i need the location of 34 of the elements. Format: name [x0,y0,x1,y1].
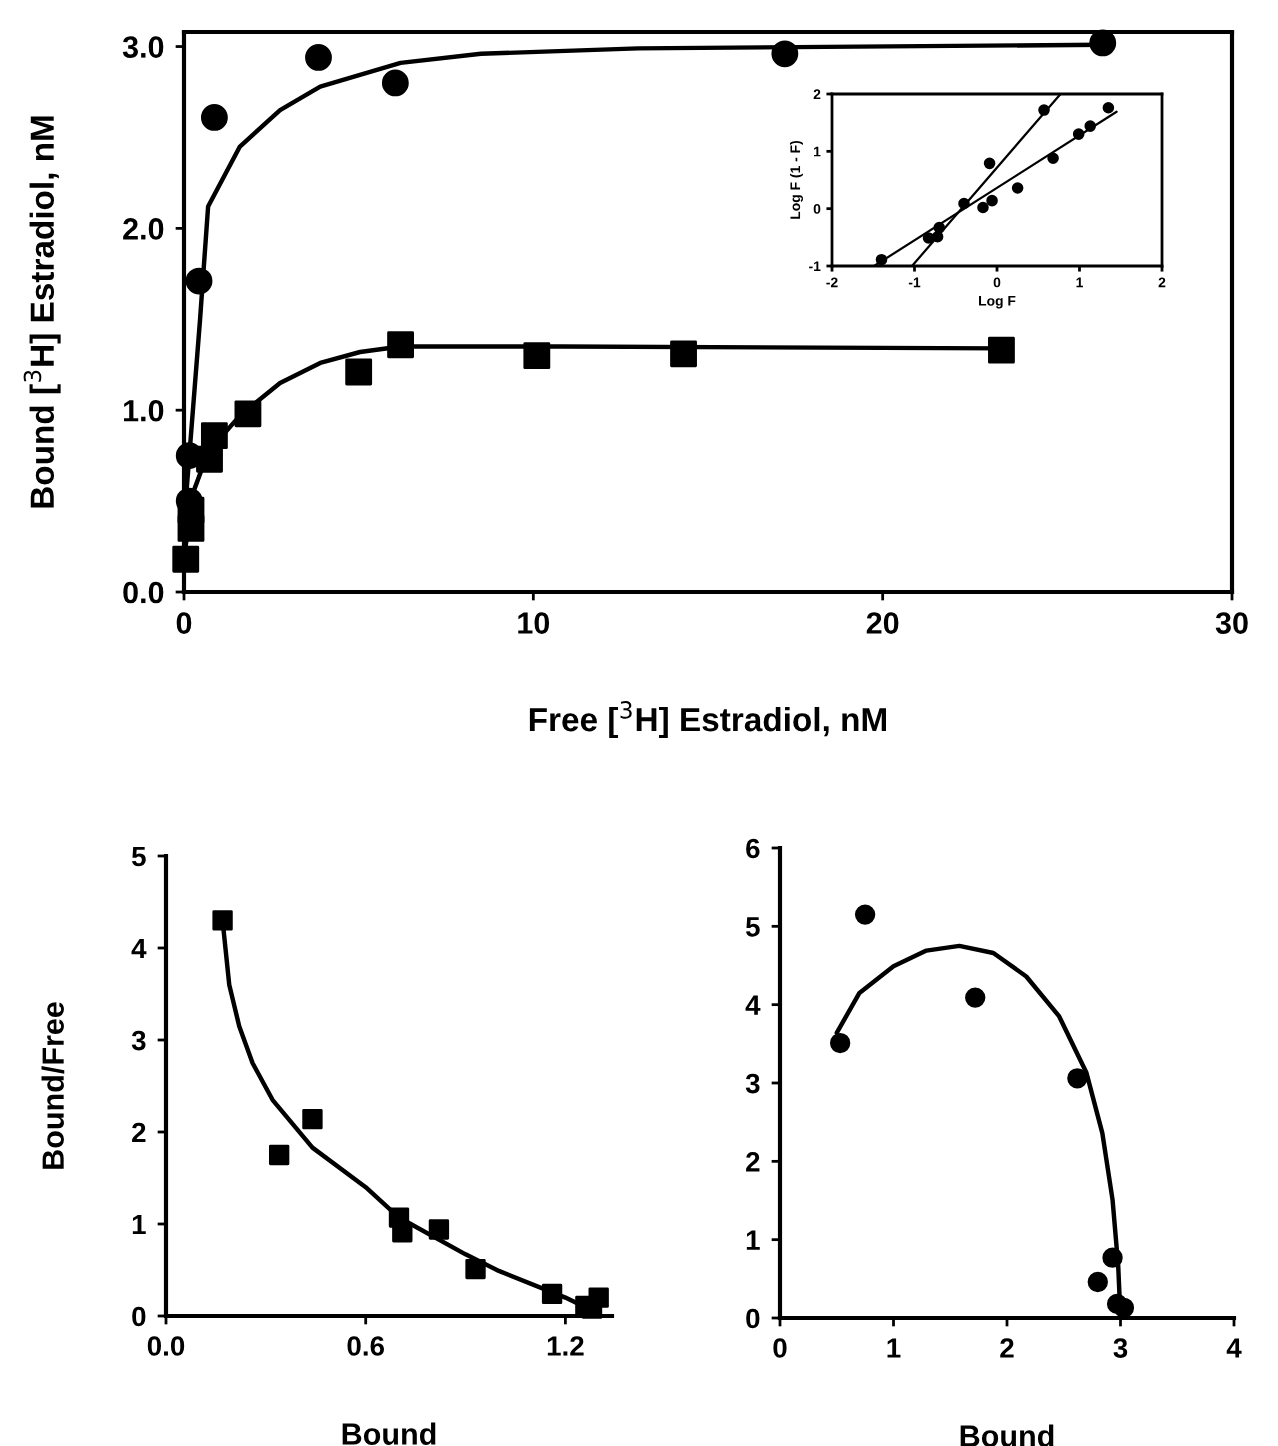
y-tick-label: 3 [745,1073,760,1094]
y-tick-label: 2.0 [123,218,164,240]
y-tick-label: 5 [745,917,760,937]
y-tick-label: 4 [745,995,761,1015]
x-tick-label: 0 [773,1338,787,1358]
x-tick-label: 1 [887,1338,901,1358]
x-tick-label: 3 [1113,1338,1128,1358]
y-tick-label: 1 [746,1230,760,1250]
x-tick-label: 1.2 [547,1336,584,1356]
x-tick-label: 0 [176,612,192,634]
y-axis-title: Bound/Free [41,1002,65,1169]
y-tick-label: 2 [132,1122,146,1143]
x-tick-label: 4 [1226,1338,1242,1358]
y-tick-label: 0.0 [123,581,164,604]
x-axis-title: Free [$^{3}$H] Estradiol, nM [529,701,886,739]
x-axis-title: Bound [342,1422,436,1445]
y-tick-label: 1 [132,1214,146,1235]
y-tick-label: 3.0 [122,36,164,58]
x-tick-label: 10 [518,612,550,634]
x-axis-title: Bound [960,1424,1054,1446]
x-tick-label: 0.0 [147,1336,185,1356]
y-tick-label: 1.0 [124,399,164,422]
y-tick-label: 5 [131,846,146,867]
y-tick-label: 0 [746,1308,760,1329]
x-tick-label: 30 [1215,612,1248,634]
y-tick-label: 2 [746,1152,760,1172]
y-tick-label: 3 [131,1030,146,1051]
y-tick-label: 0 [132,1306,146,1327]
x-tick-label: 20 [866,612,899,634]
x-tick-label: 2 [1000,1338,1014,1358]
y-tick-label: 4 [131,938,147,959]
y-tick-label: 6 [746,838,760,859]
x-tick-label: 0.6 [347,1336,385,1356]
y-axis-title: Bound [$^{3}$H] Estradiol, nM [23,116,61,508]
